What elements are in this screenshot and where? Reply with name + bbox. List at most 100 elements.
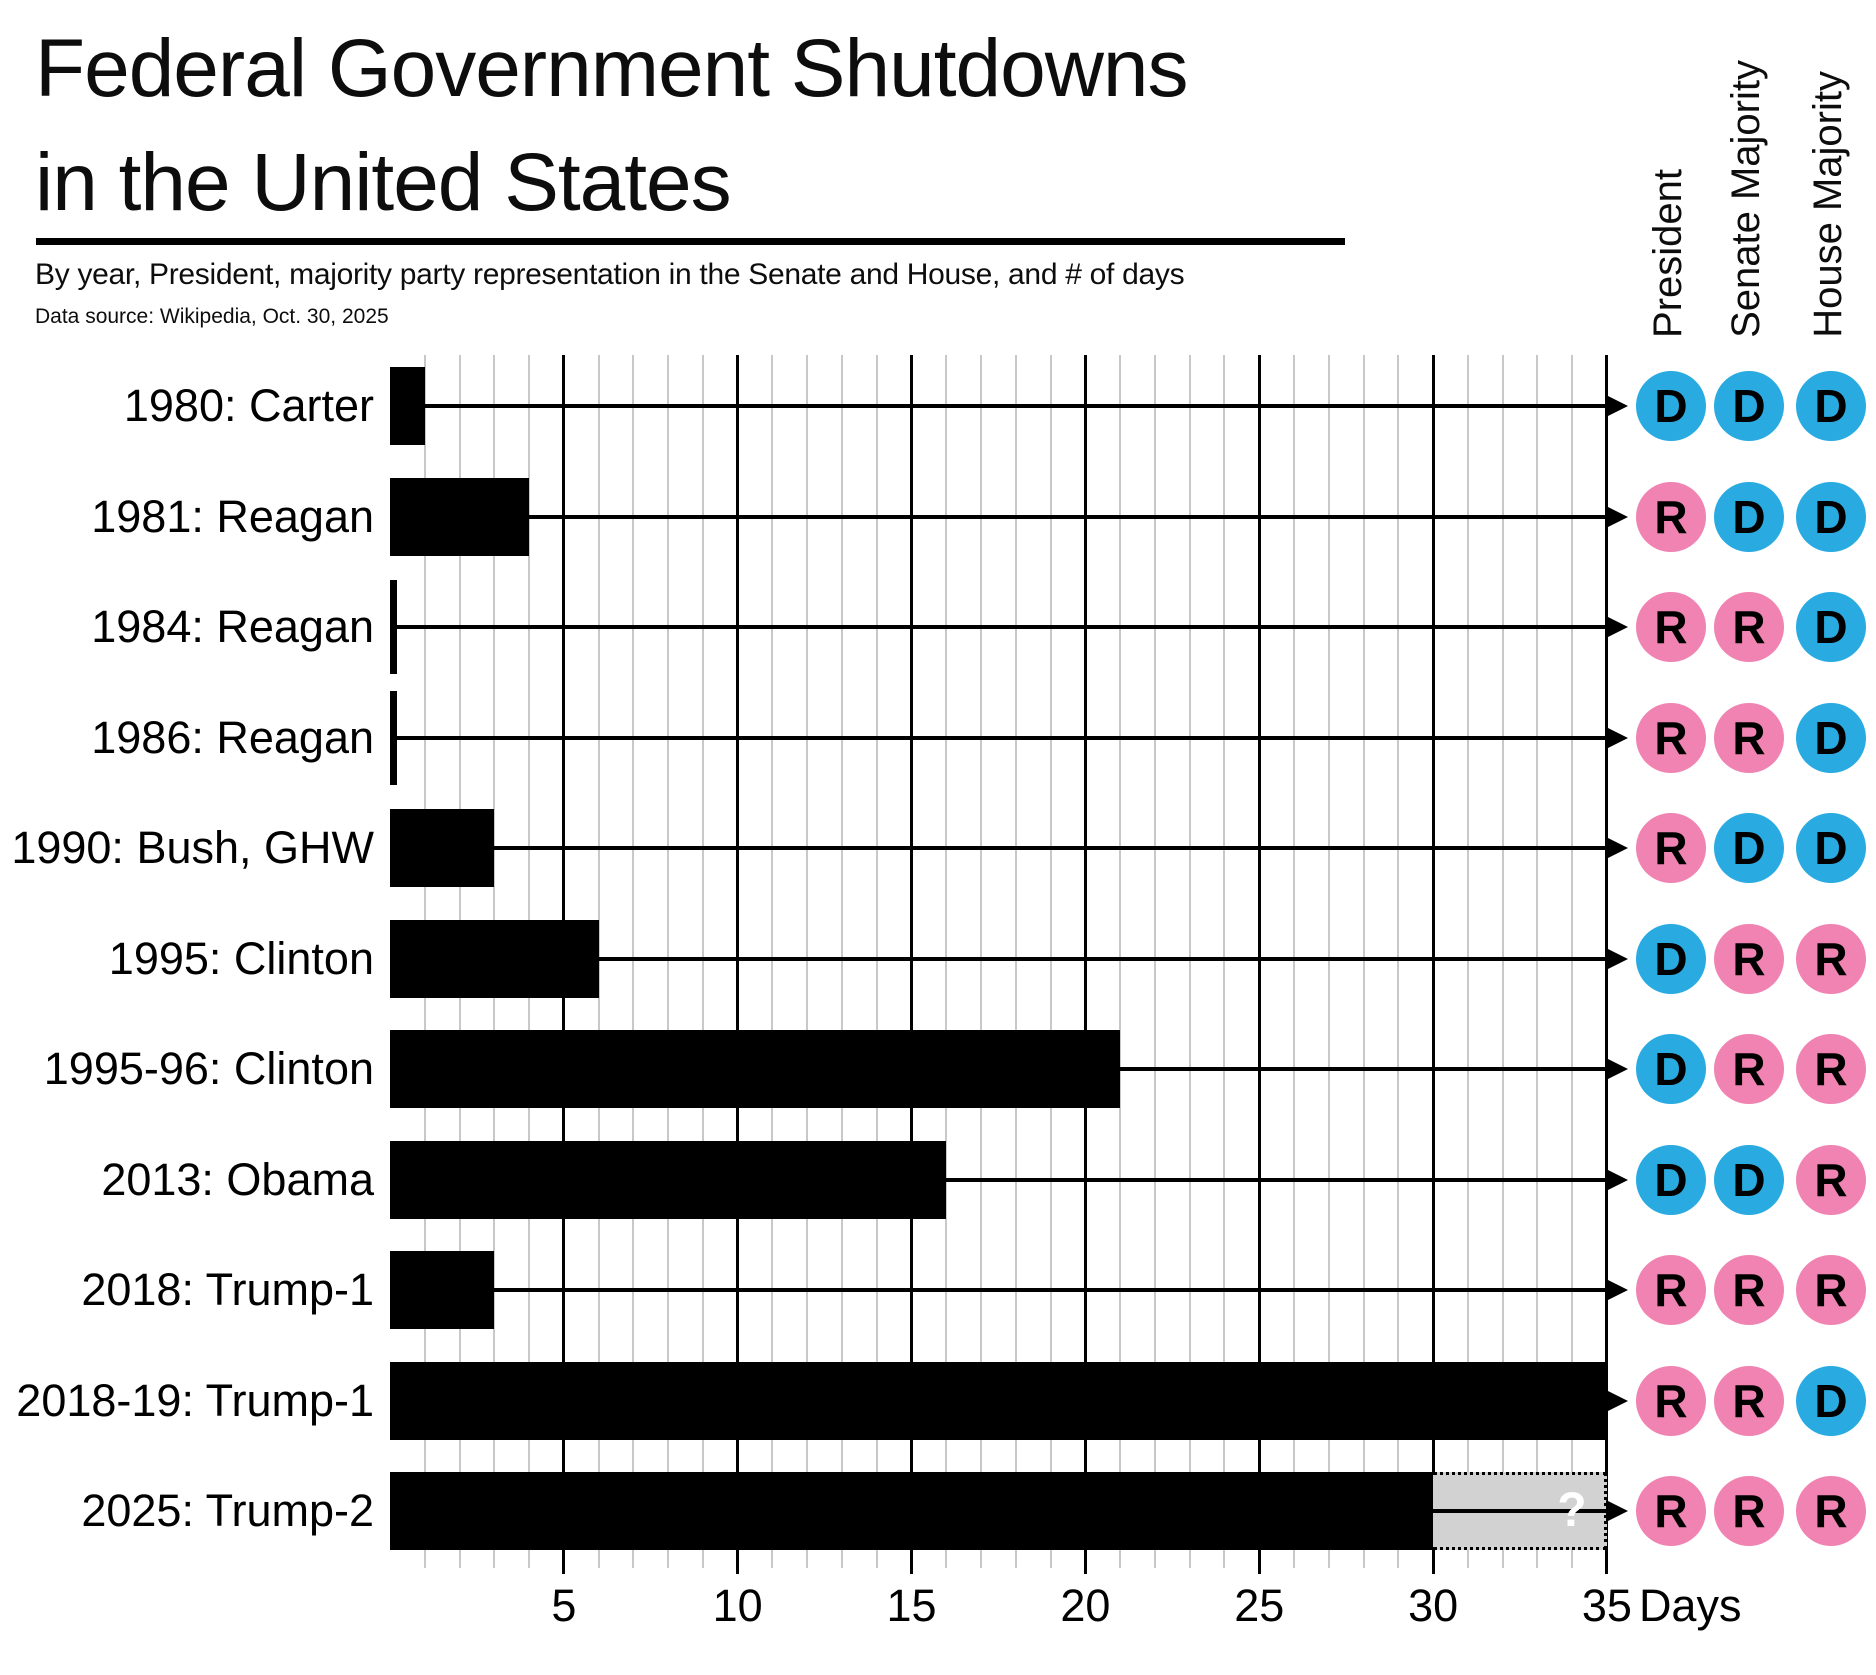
gridline-minor xyxy=(632,355,635,1568)
party-letter: R xyxy=(1814,932,1848,985)
party-circle-house: D xyxy=(1796,813,1866,883)
party-letter: D xyxy=(1732,380,1766,432)
tick-bar xyxy=(390,580,397,674)
gridline-minor xyxy=(1119,355,1122,1568)
page-title-line2: in the United States xyxy=(35,137,732,228)
axis-tick-label: 10 xyxy=(712,1580,763,1631)
party-circle-house: R xyxy=(1796,1034,1866,1104)
tick-bar xyxy=(390,690,397,785)
gridline-minor xyxy=(771,355,774,1568)
party-letter: R xyxy=(1654,490,1688,543)
arrow-head-icon xyxy=(1606,837,1628,859)
arrow-line xyxy=(529,514,1606,519)
party-circle-senate: D xyxy=(1714,481,1784,552)
party-circle-president: R xyxy=(1636,1365,1706,1436)
party-circle-senate: R xyxy=(1714,1365,1784,1436)
axis-tick-label: 15 xyxy=(886,1580,937,1631)
party-circle-president: R xyxy=(1636,1255,1706,1325)
gridline-minor xyxy=(945,355,948,1568)
party-letter: D xyxy=(1654,1153,1688,1206)
party-circle-senate: R xyxy=(1714,702,1784,773)
bar xyxy=(390,919,599,998)
gridline-minor xyxy=(1466,355,1469,1568)
gridline-minor xyxy=(1153,355,1156,1568)
party-letter: D xyxy=(1814,380,1848,432)
row-label: 2018: Trump-1 xyxy=(81,1264,374,1315)
party-letter: D xyxy=(1814,1374,1848,1427)
bar xyxy=(390,1030,1121,1108)
party-letter: R xyxy=(1732,1043,1766,1095)
party-circle-president: R xyxy=(1636,592,1706,662)
row-label: 2025: Trump-2 xyxy=(81,1485,374,1536)
bar xyxy=(390,1361,1607,1440)
arrow-head-icon xyxy=(1606,947,1628,970)
party-circle-senate: R xyxy=(1714,1255,1784,1325)
party-letter: R xyxy=(1814,1043,1848,1095)
arrow-head-icon xyxy=(1606,726,1628,749)
party-letter: D xyxy=(1654,932,1688,985)
gridline-minor xyxy=(1327,355,1330,1568)
row-label: 1995: Clinton xyxy=(108,932,374,984)
arrow-head-icon xyxy=(1606,1389,1628,1412)
party-circle-house: D xyxy=(1796,1365,1866,1436)
party-circle-president: R xyxy=(1636,481,1706,552)
party-letter: R xyxy=(1654,1485,1688,1537)
party-letter: R xyxy=(1732,1264,1766,1316)
gridline-minor xyxy=(1293,355,1296,1568)
party-circle-senate: R xyxy=(1714,1034,1784,1104)
axis-unit-label: Days xyxy=(1638,1580,1742,1631)
party-letter: D xyxy=(1814,711,1848,764)
gridline-minor xyxy=(1362,355,1365,1568)
axis-tick-label: 30 xyxy=(1408,1580,1459,1631)
party-letter: R xyxy=(1654,822,1688,874)
gridline-major xyxy=(1257,355,1261,1574)
party-circle-house: D xyxy=(1796,371,1866,441)
party-circle-president: R xyxy=(1636,813,1706,883)
gridline-minor xyxy=(1188,355,1191,1568)
arrow-head-icon xyxy=(1606,616,1628,638)
arrow-head-icon xyxy=(1606,1058,1628,1080)
party-circle-president: D xyxy=(1636,1144,1706,1215)
projection-question-mark: ? xyxy=(1557,1484,1587,1537)
party-letter: D xyxy=(1654,380,1688,432)
gridline-major xyxy=(910,355,914,1574)
party-circle-president: R xyxy=(1636,1476,1706,1546)
row-label: 2018-19: Trump-1 xyxy=(16,1374,374,1426)
party-circle-senate: R xyxy=(1714,923,1784,994)
source-note: Data source: Wikipedia, Oct. 30, 2025 xyxy=(35,305,389,328)
party-circle-senate: D xyxy=(1714,371,1784,441)
party-letter: R xyxy=(1654,711,1688,764)
party-circle-house: R xyxy=(1796,1144,1866,1215)
bar xyxy=(390,1251,495,1329)
party-letter: R xyxy=(1814,1485,1848,1537)
party-letter: R xyxy=(1732,711,1766,764)
party-circle-president: D xyxy=(1636,923,1706,994)
party-circle-senate: D xyxy=(1714,1144,1784,1215)
page-title-line1: Federal Government Shutdowns xyxy=(35,23,1189,114)
title-underline xyxy=(36,238,1345,245)
gridline-minor xyxy=(1501,355,1504,1568)
gridline-minor xyxy=(597,355,600,1568)
gridline-minor xyxy=(701,355,704,1568)
gridline-minor xyxy=(667,355,670,1568)
gridline-minor xyxy=(841,355,843,1568)
gridline-minor xyxy=(806,355,809,1568)
party-circle-house: R xyxy=(1796,1476,1866,1546)
party-letter: D xyxy=(1654,1043,1688,1095)
gridline-major xyxy=(1083,355,1087,1574)
row-label: 1990: Bush, GHW xyxy=(11,822,374,873)
bar xyxy=(390,367,425,445)
arrow-line xyxy=(494,1288,1606,1292)
party-circle-house: D xyxy=(1796,702,1866,773)
gridline-major xyxy=(736,355,740,1574)
arrow-head-icon xyxy=(1606,505,1628,528)
party-letter: D xyxy=(1732,490,1766,543)
party-letter: R xyxy=(1814,1153,1848,1206)
party-circle-senate: R xyxy=(1714,1476,1784,1546)
arrow-line xyxy=(494,846,1606,850)
party-letter: R xyxy=(1732,932,1766,985)
party-circle-house: R xyxy=(1796,1255,1866,1325)
party-letter: D xyxy=(1732,1153,1766,1206)
